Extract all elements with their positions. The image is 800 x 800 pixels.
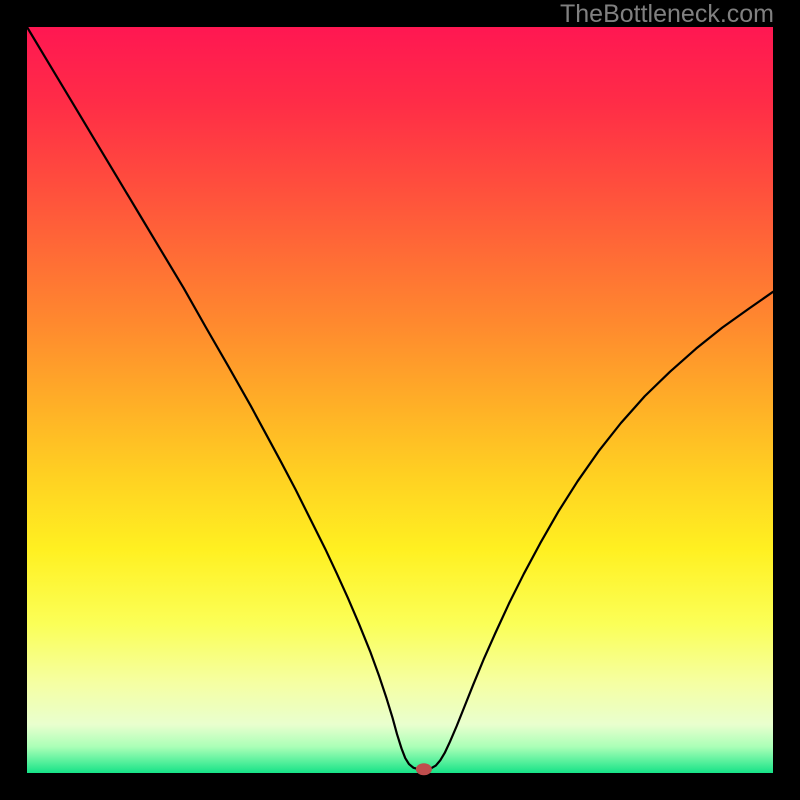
watermark-text: TheBottleneck.com <box>560 0 774 29</box>
bottleneck-curve <box>27 27 773 769</box>
bottleneck-marker <box>416 763 432 775</box>
chart-stage: TheBottleneck.com <box>0 0 800 800</box>
plot-overlay <box>0 0 800 800</box>
